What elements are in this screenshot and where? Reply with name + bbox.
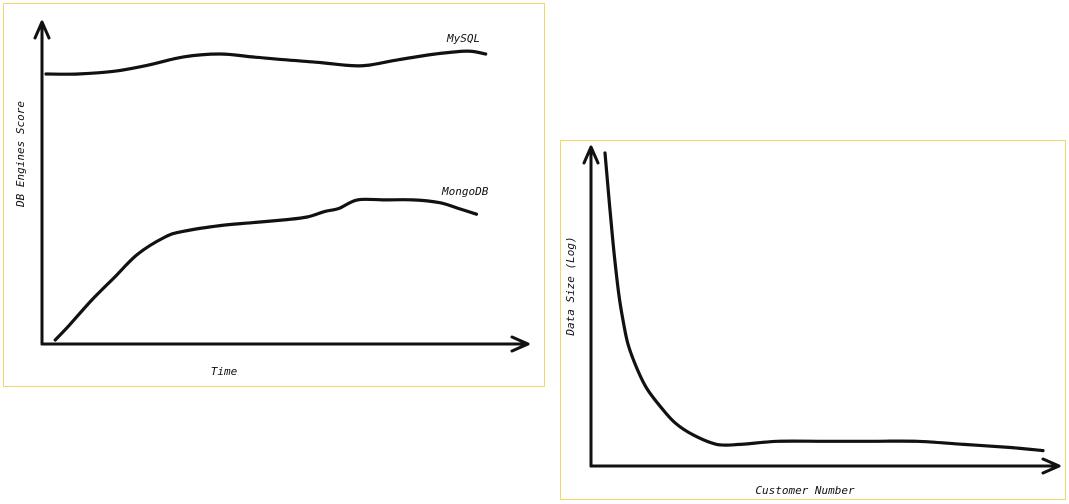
series-label-mysql: MySQL [446,32,480,45]
chart-panel-data-size: Customer Number Data Size (Log) [560,140,1066,500]
x-axis [589,457,1061,475]
x-axis [40,335,530,353]
series-line-mysql [44,49,488,76]
y-axis [582,145,600,468]
y-axis [33,20,51,346]
y-axis-label: Data Size (Log) [564,236,577,336]
series-line-mongodb [53,197,479,342]
series-layer [44,49,488,342]
data-size-chart: Customer Number Data Size (Log) [564,145,1061,497]
series-line-series [603,151,1045,453]
db-engines-chart: Time DB Engines Score MySQL MongoDB [14,20,530,378]
series-layer [603,151,1045,453]
series-label-mongodb: MongoDB [441,185,489,198]
chart-panel-db-engines: Time DB Engines Score MySQL MongoDB [3,3,545,387]
x-axis-label: Customer Number [755,484,855,497]
x-axis-label: Time [211,365,238,378]
y-axis-label: DB Engines Score [14,101,27,208]
